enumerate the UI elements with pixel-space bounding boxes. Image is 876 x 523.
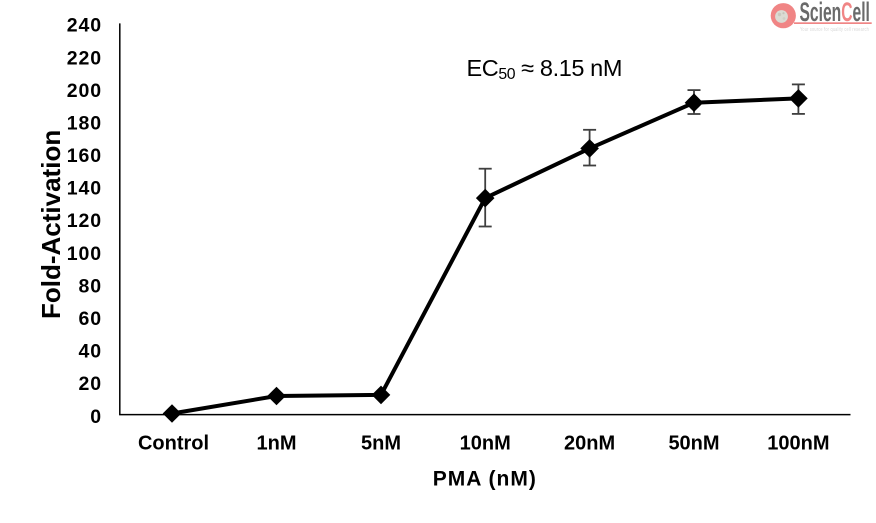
svg-text:0: 0 [90, 406, 102, 428]
svg-text:220: 220 [67, 47, 102, 69]
svg-text:20: 20 [79, 373, 103, 395]
svg-text:50nM: 50nM [668, 433, 719, 455]
svg-text:180: 180 [67, 113, 102, 135]
svg-text:Your source for quality cell r: Your source for quality cell research [800, 27, 869, 33]
svg-text:5nM: 5nM [361, 433, 401, 455]
svg-text:160: 160 [67, 145, 102, 167]
svg-text:100: 100 [67, 243, 102, 265]
svg-text:10nM: 10nM [460, 433, 511, 455]
svg-text:80: 80 [79, 275, 103, 297]
svg-text:EC50 ≈ 8.15 nM: EC50 ≈ 8.15 nM [467, 55, 623, 83]
svg-text:20nM: 20nM [564, 433, 615, 455]
svg-text:1nM: 1nM [257, 433, 297, 455]
svg-text:40: 40 [79, 341, 103, 363]
svg-text:240: 240 [67, 15, 102, 37]
svg-text:120: 120 [67, 210, 102, 232]
svg-text:200: 200 [67, 80, 102, 102]
svg-text:60: 60 [79, 308, 103, 330]
svg-text:ScienCell: ScienCell [800, 0, 870, 27]
svg-text:140: 140 [67, 178, 102, 200]
svg-text:PMA (nM): PMA (nM) [433, 467, 537, 490]
svg-text:100nM: 100nM [767, 433, 829, 455]
svg-text:Control: Control [138, 433, 209, 455]
svg-text:Fold-Activation: Fold-Activation [36, 130, 66, 319]
